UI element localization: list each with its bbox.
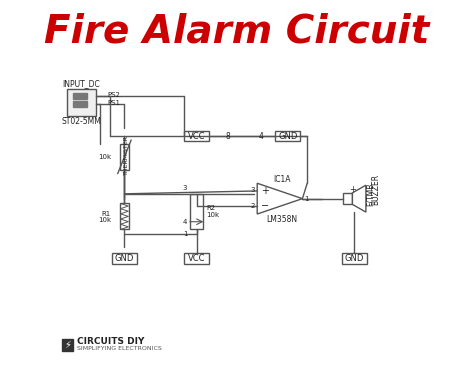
- Text: R2: R2: [206, 205, 215, 211]
- Text: INPUT_DC: INPUT_DC: [62, 79, 100, 88]
- Text: 2: 2: [250, 204, 255, 209]
- Text: LM358N: LM358N: [266, 215, 297, 224]
- Text: 1: 1: [183, 231, 187, 237]
- Text: IC1A: IC1A: [273, 175, 291, 184]
- Text: CIRCUITS DIY: CIRCUITS DIY: [77, 337, 145, 346]
- Bar: [342, 253, 367, 263]
- Polygon shape: [257, 183, 302, 214]
- Text: R1: R1: [102, 211, 111, 216]
- Text: GND: GND: [115, 254, 134, 263]
- Text: 10k: 10k: [206, 213, 219, 218]
- Text: 10k: 10k: [98, 217, 111, 223]
- Bar: [184, 131, 209, 141]
- Bar: [343, 193, 353, 204]
- Polygon shape: [353, 185, 366, 212]
- Text: 4: 4: [259, 132, 264, 141]
- Text: 1: 1: [304, 196, 309, 202]
- Text: SIMPLIFYING ELECTRONICS: SIMPLIFYING ELECTRONICS: [77, 346, 162, 351]
- Text: +: +: [349, 185, 356, 194]
- Text: 3: 3: [250, 187, 255, 193]
- Text: PS2: PS2: [107, 92, 120, 98]
- Text: 10k: 10k: [98, 154, 111, 160]
- Bar: [275, 131, 301, 141]
- Text: −: −: [261, 201, 269, 211]
- Text: ⚡: ⚡: [64, 340, 71, 350]
- Text: Fire Alarm Circuit: Fire Alarm Circuit: [44, 12, 430, 50]
- Text: PS1: PS1: [107, 100, 120, 106]
- Text: THERMISTER: THERMISTER: [124, 135, 129, 175]
- Text: VCC: VCC: [188, 132, 205, 141]
- Text: F/TMB: F/TMB: [366, 182, 375, 205]
- Bar: [119, 144, 129, 170]
- Bar: [112, 253, 137, 263]
- Bar: [73, 93, 87, 99]
- Text: 3: 3: [183, 185, 187, 191]
- Text: 8: 8: [226, 132, 231, 141]
- Text: +: +: [261, 186, 269, 196]
- Bar: [184, 253, 209, 263]
- Bar: [119, 204, 129, 229]
- Text: VCC: VCC: [188, 254, 205, 263]
- Bar: [67, 89, 96, 116]
- Text: GND: GND: [278, 132, 298, 141]
- Text: 4: 4: [183, 219, 187, 225]
- Bar: [73, 102, 87, 107]
- Bar: [190, 194, 203, 229]
- Text: GND: GND: [345, 254, 364, 263]
- Bar: [62, 339, 73, 351]
- Text: ST02-5MM: ST02-5MM: [61, 117, 101, 126]
- Text: BUZZER: BUZZER: [371, 174, 380, 205]
